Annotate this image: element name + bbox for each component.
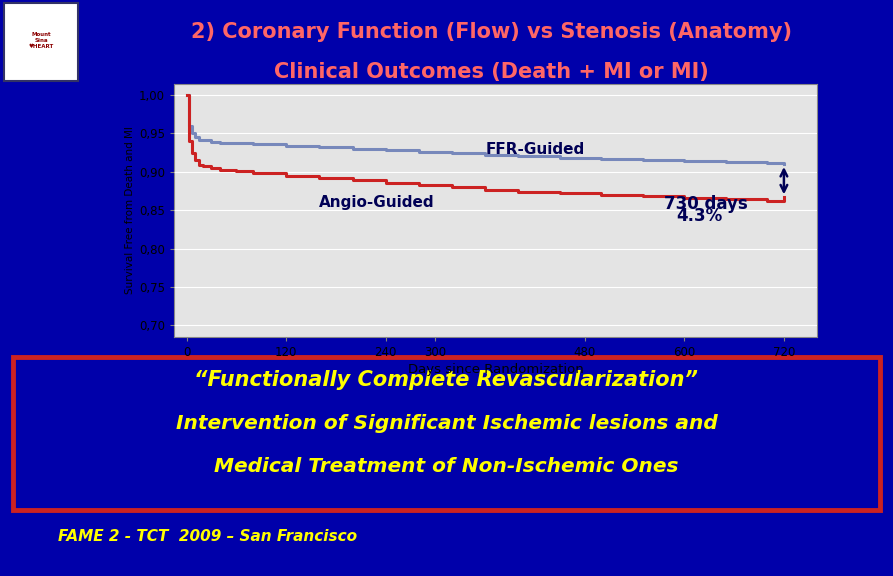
Text: FAME 2 - TCT  2009 – San Francisco: FAME 2 - TCT 2009 – San Francisco [58, 529, 357, 544]
Text: Medical Treatment of Non-Ischemic Ones: Medical Treatment of Non-Ischemic Ones [214, 457, 679, 476]
Text: Intervention of Significant Ischemic lesions and: Intervention of Significant Ischemic les… [176, 414, 717, 433]
Text: 4.3%: 4.3% [676, 207, 722, 225]
Text: “Functionally Complete Revascularization”: “Functionally Complete Revascularization… [195, 370, 698, 390]
Bar [4, 3, 78, 81]
X-axis label: Days since Randomization: Days since Randomization [408, 363, 583, 376]
Text: 2) Coronary Function (Flow) vs Stenosis (Anatomy): 2) Coronary Function (Flow) vs Stenosis … [190, 22, 792, 41]
Text: 730 days: 730 days [663, 195, 747, 213]
Text: Clinical Outcomes (Death + MI or MI): Clinical Outcomes (Death + MI or MI) [274, 62, 708, 82]
Text: FFR-Guided: FFR-Guided [485, 142, 585, 157]
Text: Angio-Guided: Angio-Guided [320, 195, 435, 210]
Text: Mount
Sina
♥HEART: Mount Sina ♥HEART [29, 32, 54, 49]
Bar [13, 357, 880, 510]
Y-axis label: Survival Free from Death and MI: Survival Free from Death and MI [125, 126, 135, 294]
